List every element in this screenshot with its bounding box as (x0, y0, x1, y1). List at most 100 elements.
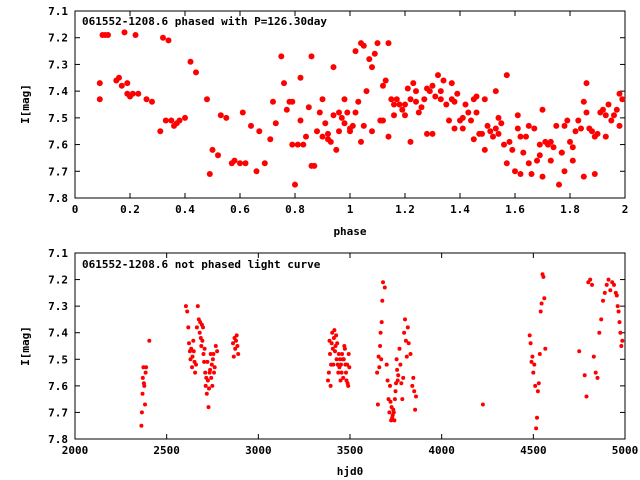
x-tick-label: 0.2 (120, 203, 140, 216)
data-point (388, 383, 392, 388)
data-point (465, 109, 472, 116)
data-point (605, 101, 612, 108)
data-point (448, 80, 455, 87)
data-point (369, 128, 375, 135)
data-point (418, 104, 425, 111)
x-tick-label: 0 (72, 203, 79, 216)
data-point (426, 88, 433, 95)
data-point (597, 330, 602, 335)
data-point (278, 53, 285, 60)
data-point (360, 122, 367, 129)
data-point (143, 96, 150, 103)
data-point (380, 117, 386, 124)
data-point (602, 133, 609, 140)
x-tick-label: 0.8 (285, 203, 305, 216)
data-point (328, 352, 332, 356)
data-point (300, 141, 307, 148)
data-point (261, 160, 268, 167)
data-point (620, 338, 625, 343)
data-point (211, 352, 216, 356)
data-point (206, 405, 211, 410)
data-point (190, 365, 194, 370)
data-point (352, 48, 359, 55)
data-point (410, 383, 415, 388)
data-point (569, 157, 576, 164)
data-point (578, 125, 584, 132)
data-point (379, 320, 384, 325)
data-point (525, 122, 532, 129)
data-point (375, 402, 380, 407)
data-point (338, 378, 343, 383)
data-point (583, 80, 590, 87)
data-point (402, 112, 408, 119)
data-point (583, 109, 590, 116)
data-point (363, 88, 370, 95)
data-point (328, 383, 333, 388)
data-point (619, 96, 626, 103)
data-point (528, 171, 535, 177)
data-point (289, 141, 296, 148)
data-point (193, 370, 198, 375)
x-axis-label: hjd0 (337, 465, 364, 478)
data-point (575, 117, 582, 124)
data-point (223, 114, 230, 121)
data-point (319, 96, 326, 103)
data-point (530, 354, 535, 359)
data-point (616, 90, 623, 97)
data-point (346, 352, 351, 356)
data-point (210, 357, 215, 362)
data-point (413, 88, 419, 95)
data-point (479, 130, 485, 137)
data-point (208, 367, 213, 372)
data-point (498, 120, 505, 127)
data-point (212, 365, 217, 370)
data-point (468, 117, 474, 124)
data-point (341, 96, 348, 103)
data-point (236, 352, 241, 356)
data-point (377, 365, 382, 370)
data-point (608, 117, 615, 124)
data-point (147, 338, 152, 343)
data-point (402, 330, 407, 335)
data-point (217, 112, 224, 119)
x-tick-label: 4500 (520, 444, 547, 457)
data-point (509, 146, 516, 153)
x-tick-label: 2500 (153, 444, 180, 457)
data-point (143, 402, 147, 407)
data-point (346, 383, 351, 388)
data-point (234, 333, 239, 338)
data-point (398, 362, 403, 367)
data-point (118, 82, 125, 89)
data-point (231, 157, 238, 164)
data-point (322, 120, 329, 127)
data-point (612, 282, 616, 287)
data-point (272, 120, 279, 127)
data-point (205, 378, 210, 383)
data-point (396, 101, 403, 108)
data-point (413, 98, 419, 105)
data-point (204, 391, 209, 396)
data-point (588, 277, 593, 282)
data-point (391, 101, 397, 108)
data-point (543, 346, 548, 351)
y-tick-label: 7.8 (48, 433, 68, 446)
data-point (514, 112, 521, 119)
data-point (347, 365, 352, 370)
data-point (533, 383, 538, 388)
data-point (501, 141, 507, 148)
data-point (534, 426, 539, 431)
tick-group: 2000 2500 3000 3500 4000 4500 5000 7.1 7.2 7.3 7.4… (48, 247, 638, 457)
data-point (294, 141, 301, 148)
data-point (602, 290, 607, 295)
data-point (514, 125, 521, 132)
data-point (618, 330, 623, 335)
data-point (168, 117, 175, 124)
data-point (209, 375, 214, 380)
data-point (608, 288, 613, 293)
data-point (404, 354, 409, 359)
data-point (536, 152, 543, 159)
data-point (139, 423, 144, 428)
data-point (490, 133, 496, 140)
data-point (375, 370, 380, 375)
data-point (337, 357, 342, 362)
